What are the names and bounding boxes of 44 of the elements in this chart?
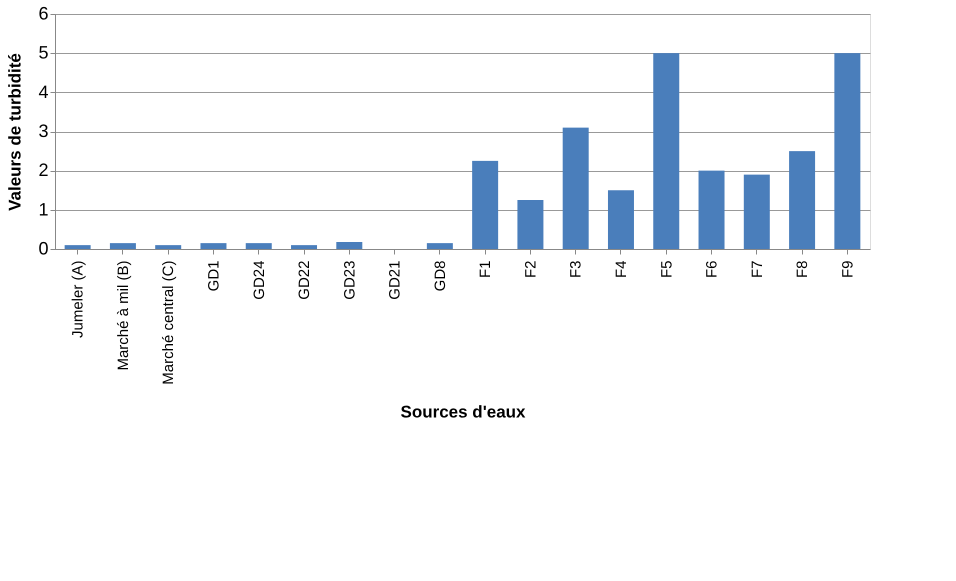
bar: [608, 190, 634, 249]
y-tick-label: 2: [38, 160, 48, 180]
x-tick-label: F8: [794, 260, 812, 278]
bar: [336, 242, 362, 249]
x-tick-label: F6: [704, 260, 721, 278]
bar: [517, 200, 544, 249]
x-tick-label: F3: [568, 260, 585, 278]
y-axis-title: Valeurs de turbidité: [5, 53, 24, 211]
bar: [562, 128, 589, 249]
bar: [653, 53, 680, 249]
y-tick-label: 3: [38, 121, 48, 141]
x-tick-label: Marché central (C): [160, 260, 178, 385]
bar: [155, 245, 182, 249]
bar: [744, 174, 770, 249]
y-tick-label: 6: [38, 4, 48, 24]
x-tick-label: F7: [748, 260, 766, 278]
y-tick-label: 4: [38, 82, 48, 102]
x-tick-label: GD21: [386, 260, 404, 300]
bar: [110, 243, 136, 249]
x-tick-label: GD8: [432, 260, 449, 292]
x-tick-label: GD1: [205, 260, 222, 292]
x-tick-label: F1: [477, 260, 494, 278]
y-tick-label: 5: [38, 42, 48, 63]
x-tick-label: GD22: [296, 260, 314, 300]
y-tick-label: 0: [38, 238, 48, 258]
bar: [246, 243, 272, 249]
x-tick-label: F4: [612, 260, 630, 278]
x-tick-label: F5: [658, 260, 676, 278]
x-tick-label: Jumeler (A): [70, 260, 87, 338]
x-tick-label: GD24: [250, 260, 268, 300]
x-tick-label: F9: [839, 260, 856, 278]
x-tick-label: F2: [522, 260, 540, 278]
x-axis-title: Sources d'eaux: [400, 402, 526, 422]
bar: [834, 53, 860, 249]
x-tick-label: GD23: [341, 260, 358, 300]
bar: [64, 245, 91, 249]
bar: [291, 245, 318, 249]
bar: [426, 243, 453, 249]
bar: [789, 151, 816, 249]
bar: [200, 243, 226, 249]
bar: [698, 170, 725, 249]
y-tick-label: 1: [38, 199, 48, 220]
x-tick-label: Marché à mil (B): [114, 260, 132, 371]
bar: [472, 160, 498, 249]
